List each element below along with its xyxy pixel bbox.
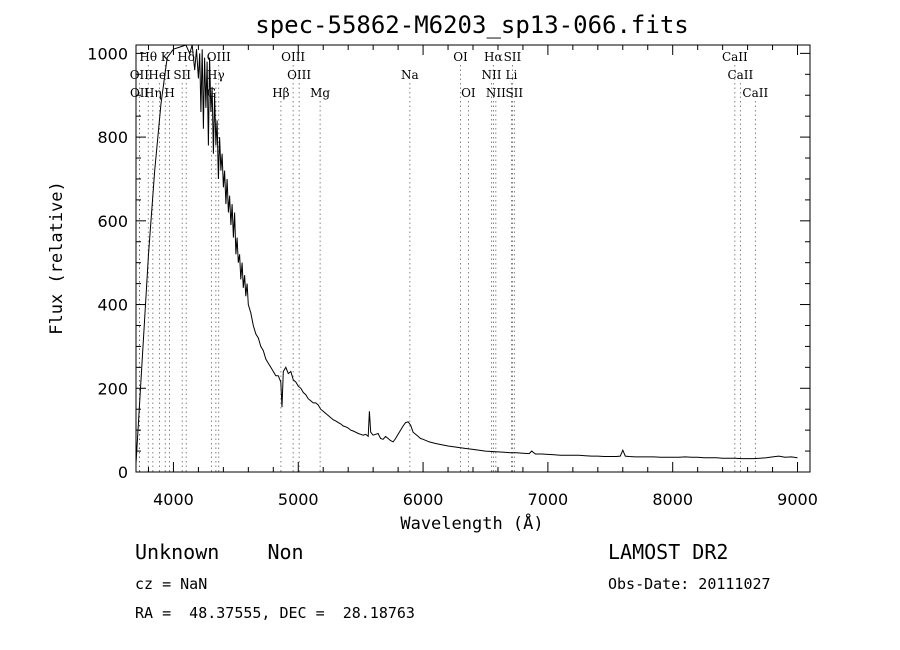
y-tick-label: 600 — [97, 212, 128, 231]
y-tick-label: 0 — [118, 463, 128, 482]
line-marker-label: OI — [453, 50, 468, 64]
x-tick-label: 6000 — [403, 490, 444, 509]
line-marker-label: HeI — [148, 68, 171, 82]
line-marker-label: CaII — [727, 68, 753, 82]
x-tick-label: 8000 — [652, 490, 693, 509]
y-tick-label: 200 — [97, 379, 128, 398]
line-marker-label: Hα — [484, 50, 503, 64]
x-axis-label: Wavelength (Å) — [400, 512, 543, 534]
line-marker-label: K — [161, 50, 171, 64]
line-marker-label: SII — [504, 50, 522, 64]
line-marker-label: H — [164, 86, 174, 100]
plot-frame — [135, 44, 811, 473]
object-class: Unknown Non — [135, 540, 304, 564]
line-marker-label: Hδ — [177, 50, 195, 64]
line-marker-label: NII — [481, 68, 501, 82]
line-marker-label: CaII — [742, 86, 768, 100]
y-tick-label: 400 — [97, 296, 128, 315]
line-marker-label: Hγ — [207, 68, 225, 82]
line-marker-label: CaII — [722, 50, 748, 64]
line-marker-label: OIII — [281, 50, 305, 64]
line-marker-label: OIII — [287, 68, 311, 82]
line-marker-label: Hη — [144, 86, 162, 100]
line-marker-label: SII — [505, 86, 523, 100]
x-tick-label: 9000 — [777, 490, 818, 509]
line-marker-label: Hθ — [139, 50, 157, 64]
spectrum-line — [135, 44, 798, 464]
line-marker-label: OIII — [207, 50, 231, 64]
line-marker-label: OII — [130, 68, 150, 82]
y-axis-label: Flux (relative) — [47, 181, 67, 335]
survey-name: LAMOST DR2 — [608, 540, 729, 564]
line-marker-label: OII — [130, 86, 150, 100]
x-tick-label: 4000 — [153, 490, 194, 509]
line-marker-label: Mg — [310, 86, 330, 100]
line-marker-label: Hβ — [272, 86, 289, 100]
x-tick-label: 7000 — [528, 490, 569, 509]
line-marker-label: SII — [173, 68, 191, 82]
y-tick-label: 1000 — [87, 44, 128, 63]
line-marker-label: Na — [401, 68, 419, 82]
line-marker-label: Li — [506, 68, 518, 82]
x-tick-label: 5000 — [278, 490, 319, 509]
observation-date: Obs-Date: 20111027 — [608, 575, 771, 593]
redshift-value: cz = NaN — [135, 575, 208, 593]
y-axis: 0 200 400 600 800 1000 — [87, 44, 810, 482]
y-tick-label: 800 — [97, 128, 128, 147]
chart-title: spec-55862-M6203_sp13-066.fits — [255, 11, 688, 39]
line-marker-label: OI — [461, 86, 476, 100]
line-marker-label: NII — [486, 86, 506, 100]
coordinates: RA = 48.37555, DEC = 28.18763 — [135, 604, 415, 622]
x-axis: 4000 5000 6000 7000 8000 9000 — [147, 45, 818, 509]
